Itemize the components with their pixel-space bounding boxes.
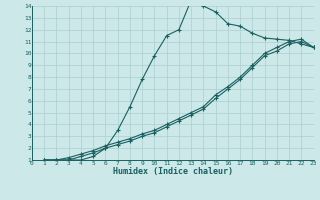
X-axis label: Humidex (Indice chaleur): Humidex (Indice chaleur) — [113, 167, 233, 176]
